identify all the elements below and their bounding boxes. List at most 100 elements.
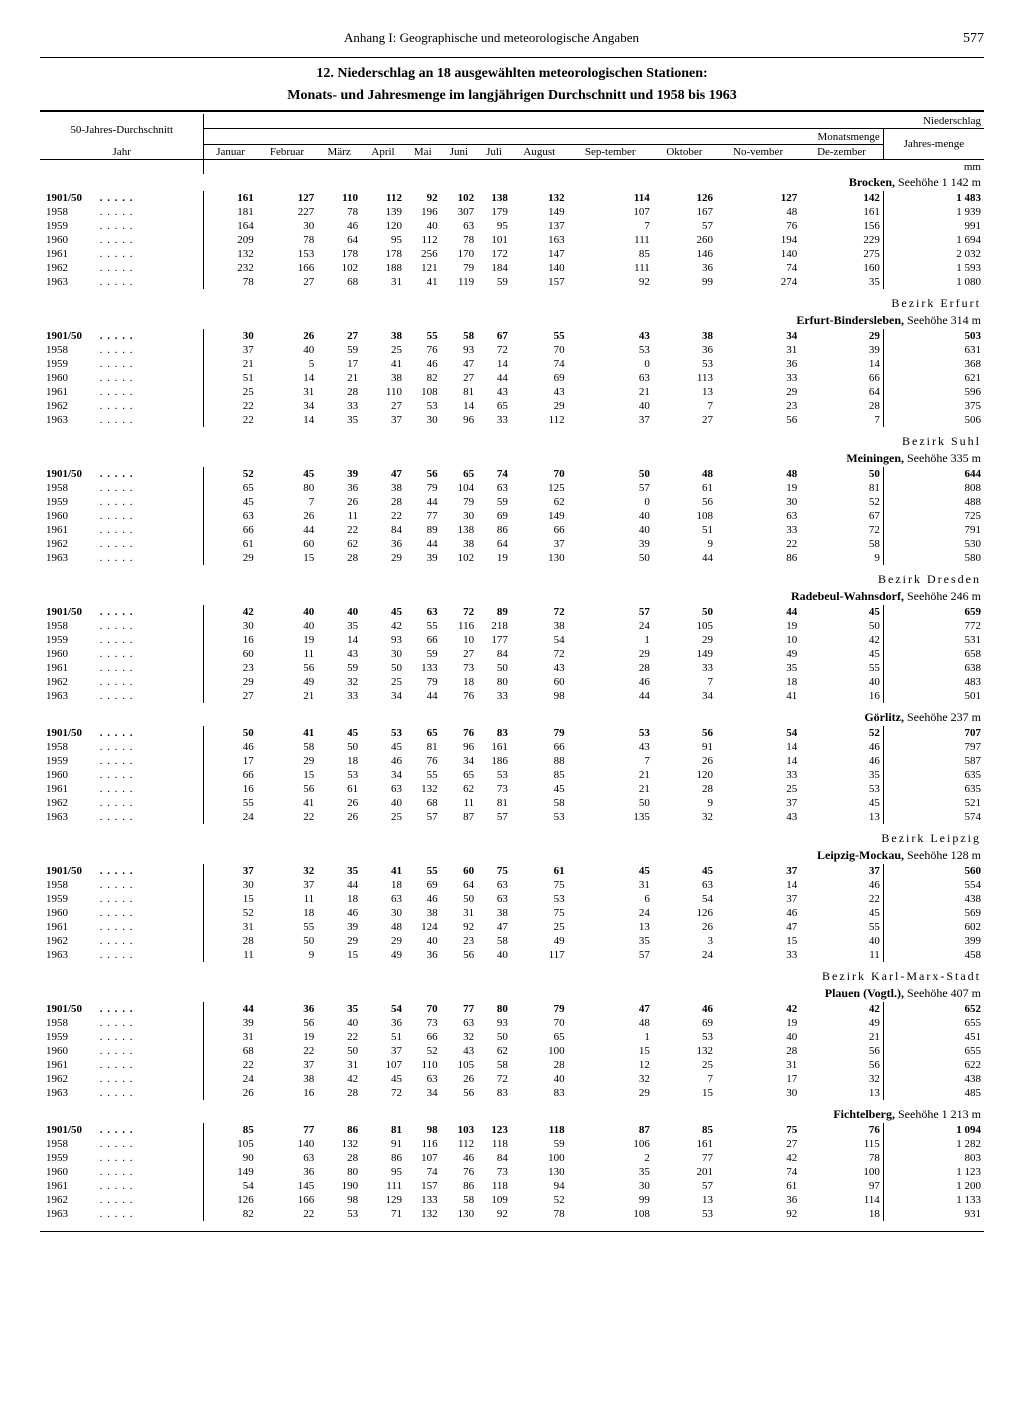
value-cell: 25 bbox=[204, 385, 257, 399]
value-cell: 64 bbox=[800, 385, 883, 399]
table-row: 1958 . . . . .18122778139196307179149107… bbox=[40, 205, 984, 219]
value-cell: 26 bbox=[257, 509, 317, 523]
value-cell: 59 bbox=[317, 661, 361, 675]
value-cell: 124 bbox=[405, 920, 441, 934]
value-cell: 42 bbox=[716, 1151, 800, 1165]
year-cell: 1963 . . . . . bbox=[40, 948, 204, 962]
value-cell: 28 bbox=[716, 1044, 800, 1058]
value-cell: 76 bbox=[800, 1123, 883, 1137]
annual-cell: 772 bbox=[883, 619, 984, 633]
value-cell: 31 bbox=[257, 385, 317, 399]
value-cell: 256 bbox=[405, 247, 441, 261]
value-cell: 97 bbox=[800, 1179, 883, 1193]
value-cell: 46 bbox=[317, 219, 361, 233]
value-cell: 38 bbox=[405, 906, 441, 920]
value-cell: 76 bbox=[405, 343, 441, 357]
value-cell: 45 bbox=[800, 647, 883, 661]
annual-cell: 580 bbox=[883, 551, 984, 565]
value-cell: 65 bbox=[477, 399, 511, 413]
value-cell: 31 bbox=[716, 1058, 800, 1072]
value-cell: 50 bbox=[800, 619, 883, 633]
value-cell: 33 bbox=[317, 689, 361, 703]
value-cell: 55 bbox=[405, 864, 441, 878]
annual-cell: 991 bbox=[883, 219, 984, 233]
annual-cell: 531 bbox=[883, 633, 984, 647]
value-cell: 16 bbox=[800, 689, 883, 703]
value-cell: 49 bbox=[716, 647, 800, 661]
value-cell: 47 bbox=[441, 357, 478, 371]
value-cell: 62 bbox=[441, 782, 478, 796]
value-cell: 19 bbox=[257, 1030, 317, 1044]
month-header: No-vember bbox=[716, 145, 800, 160]
value-cell: 57 bbox=[477, 810, 511, 824]
value-cell: 123 bbox=[477, 1123, 511, 1137]
annual-cell: 621 bbox=[883, 371, 984, 385]
value-cell: 75 bbox=[511, 906, 568, 920]
annual-cell: 375 bbox=[883, 399, 984, 413]
value-cell: 50 bbox=[653, 605, 716, 619]
value-cell: 18 bbox=[441, 675, 478, 689]
value-cell: 145 bbox=[257, 1179, 317, 1193]
value-cell: 69 bbox=[405, 878, 441, 892]
value-cell: 13 bbox=[568, 920, 653, 934]
value-cell: 29 bbox=[568, 647, 653, 661]
year-cell: 1958 . . . . . bbox=[40, 481, 204, 495]
value-cell: 140 bbox=[511, 261, 568, 275]
value-cell: 63 bbox=[477, 892, 511, 906]
table-subtitle: Monats- und Jahresmenge im langjährigen … bbox=[40, 88, 984, 104]
value-cell: 76 bbox=[441, 726, 478, 740]
year-cell: 1959 . . . . . bbox=[40, 754, 204, 768]
value-cell: 83 bbox=[477, 726, 511, 740]
table-row: 1962 . . . . .28502929402358493531540399 bbox=[40, 934, 984, 948]
table-row: 1959 . . . . .16430461204063951377577615… bbox=[40, 219, 984, 233]
value-cell: 68 bbox=[405, 796, 441, 810]
value-cell: 32 bbox=[257, 864, 317, 878]
value-cell: 86 bbox=[317, 1123, 361, 1137]
value-cell: 164 bbox=[204, 219, 257, 233]
value-cell: 146 bbox=[653, 247, 716, 261]
value-cell: 201 bbox=[653, 1165, 716, 1179]
value-cell: 57 bbox=[653, 1179, 716, 1193]
value-cell: 79 bbox=[441, 495, 478, 509]
annual-cell: 1 483 bbox=[883, 191, 984, 205]
value-cell: 27 bbox=[257, 275, 317, 289]
value-cell: 55 bbox=[405, 329, 441, 343]
value-cell: 25 bbox=[653, 1058, 716, 1072]
value-cell: 78 bbox=[511, 1207, 568, 1221]
value-cell: 22 bbox=[204, 1058, 257, 1072]
value-cell: 72 bbox=[477, 1072, 511, 1086]
value-cell: 26 bbox=[317, 796, 361, 810]
value-cell: 125 bbox=[511, 481, 568, 495]
value-cell: 42 bbox=[204, 605, 257, 619]
value-cell: 53 bbox=[405, 399, 441, 413]
value-cell: 14 bbox=[716, 740, 800, 754]
value-cell: 53 bbox=[568, 726, 653, 740]
value-cell: 23 bbox=[716, 399, 800, 413]
value-cell: 105 bbox=[204, 1137, 257, 1151]
value-cell: 116 bbox=[441, 619, 478, 633]
station-header: Görlitz, Seehöhe 237 m bbox=[40, 709, 984, 726]
value-cell: 33 bbox=[317, 399, 361, 413]
value-cell: 40 bbox=[568, 509, 653, 523]
value-cell: 65 bbox=[441, 768, 478, 782]
value-cell: 89 bbox=[477, 605, 511, 619]
value-cell: 46 bbox=[361, 754, 405, 768]
value-cell: 63 bbox=[716, 509, 800, 523]
value-cell: 48 bbox=[653, 467, 716, 481]
value-cell: 38 bbox=[477, 906, 511, 920]
value-cell: 34 bbox=[716, 329, 800, 343]
annual-cell: 506 bbox=[883, 413, 984, 427]
value-cell: 161 bbox=[477, 740, 511, 754]
annual-cell: 644 bbox=[883, 467, 984, 481]
value-cell: 34 bbox=[361, 768, 405, 782]
year-cell: 1962 . . . . . bbox=[40, 399, 204, 413]
value-cell: 36 bbox=[716, 357, 800, 371]
value-cell: 9 bbox=[800, 551, 883, 565]
value-cell: 3 bbox=[653, 934, 716, 948]
table-row: 1961 . . . . .23565950133735043283335556… bbox=[40, 661, 984, 675]
value-cell: 56 bbox=[653, 495, 716, 509]
value-cell: 41 bbox=[361, 357, 405, 371]
value-cell: 35 bbox=[317, 864, 361, 878]
value-cell: 149 bbox=[653, 647, 716, 661]
value-cell: 34 bbox=[257, 399, 317, 413]
